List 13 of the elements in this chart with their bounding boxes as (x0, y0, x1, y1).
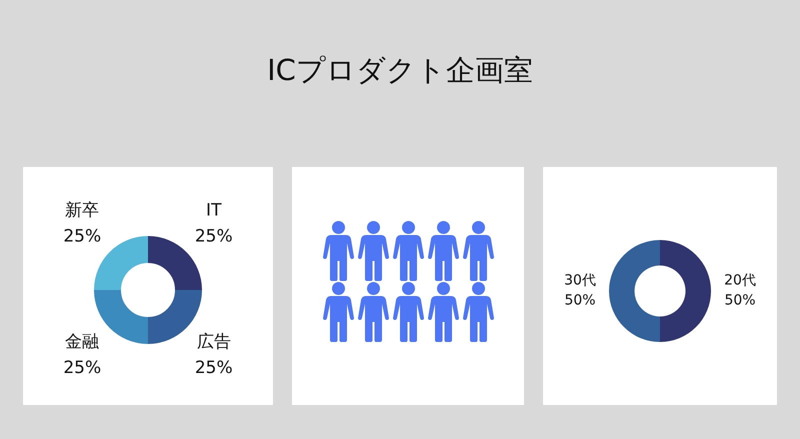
data-label: 25% (194, 358, 233, 378)
slice-label: 20代 (724, 272, 756, 289)
slice-label: 広告 (196, 332, 231, 352)
slice-label: 新卒 (65, 200, 100, 221)
data-label: 25% (63, 226, 102, 247)
data-label: 50% (724, 292, 756, 309)
slice-label: IT (206, 200, 222, 221)
slice-label: 金融 (65, 332, 100, 352)
data-label: 25% (63, 358, 102, 378)
data-label: 25% (194, 226, 233, 247)
text: ICプロダクト企画室 (266, 52, 534, 88)
data-label: 50% (564, 292, 596, 309)
slice-label: 30代 (564, 272, 596, 289)
